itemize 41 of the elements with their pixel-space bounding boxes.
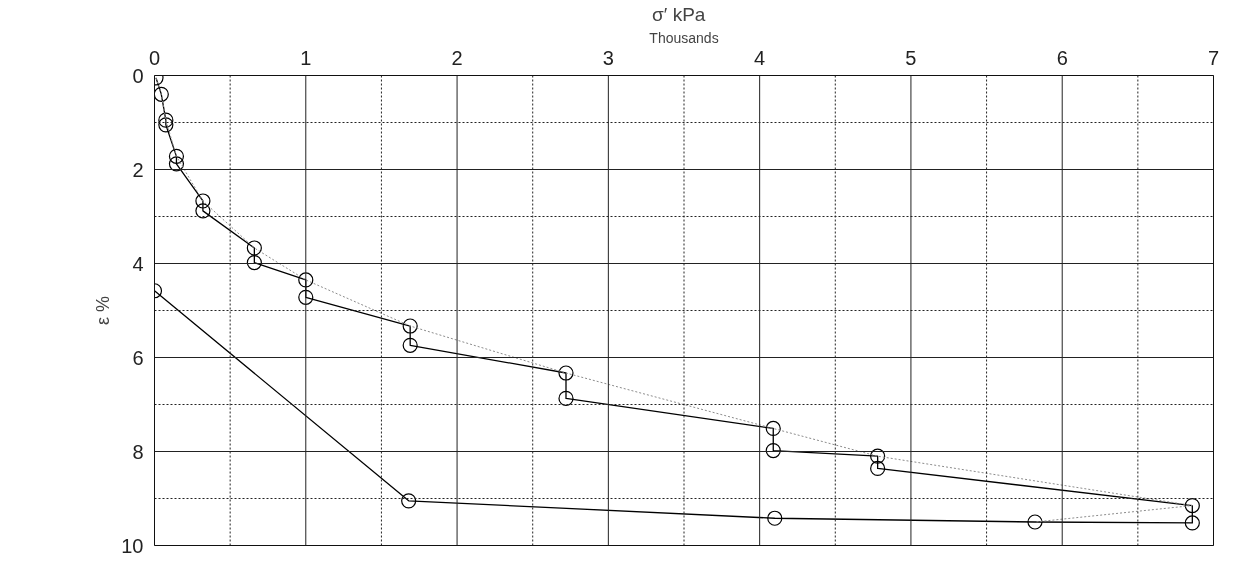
x-tick-label: 3 [602,46,614,69]
x-tick-label: 0 [148,46,161,69]
y-tick-label: 0 [132,64,144,87]
point [158,112,174,128]
y-tick-label: 10 [121,534,144,557]
point [298,272,314,288]
point [765,420,781,437]
point [158,117,174,133]
x-axis-title: σ′ kPa [652,3,706,25]
point [870,460,886,477]
x-tick-label: 7 [1207,46,1220,69]
point [168,148,185,164]
point [767,510,783,526]
point [558,390,574,406]
point [195,193,211,209]
point [402,337,418,353]
y-tick-label: 6 [132,346,144,369]
x-tick-label: 5 [905,46,917,69]
x-tick-label: 4 [754,46,766,69]
text: Thousands [649,29,719,46]
point [1184,497,1200,514]
point [154,86,169,102]
y-tick-label: 2 [132,158,144,181]
x-tick-label: 6 [1056,46,1068,69]
point [765,442,781,459]
y-axis-title: ε % [93,295,114,326]
y-tick-label: 4 [132,252,144,275]
point [1184,515,1200,531]
point [168,156,185,172]
x-tick-label: 2 [451,46,463,69]
point [1027,514,1043,530]
point [558,365,574,381]
x-tick-label: 1 [300,46,312,69]
point [870,448,886,464]
point [402,318,418,334]
y-tick-label: 8 [132,440,144,463]
point [246,254,262,271]
point [246,240,262,256]
point [195,203,211,219]
point [401,493,417,509]
point [298,289,314,305]
